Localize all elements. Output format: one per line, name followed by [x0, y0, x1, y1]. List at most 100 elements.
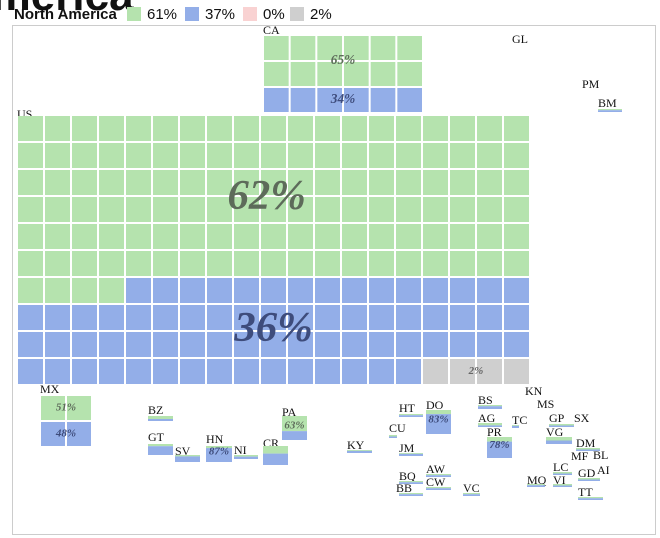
waffle-cell [396, 305, 421, 330]
waffle-cell [264, 88, 289, 112]
waffle-cell [315, 305, 340, 330]
waffle-cell [153, 305, 178, 330]
block-segment [399, 453, 423, 454]
waffle-cell [288, 278, 313, 303]
waffle-cell [396, 332, 421, 357]
country-code: MQ [527, 473, 547, 487]
country-code: GD [578, 466, 596, 480]
block-segment [553, 473, 572, 475]
block-segment [399, 415, 423, 417]
country-code: MS [537, 397, 554, 411]
waffle-cell [369, 332, 394, 357]
waffle-cell [99, 116, 124, 141]
waffle-cell [72, 116, 97, 141]
waffle-cell [477, 170, 502, 195]
waffle-cell [397, 36, 422, 60]
country-code: GL [512, 32, 528, 46]
country-code: VG [546, 425, 564, 439]
block-segment [399, 453, 423, 456]
waffle-cell [180, 143, 205, 168]
waffle-cell [369, 116, 394, 141]
waffle-cell [450, 332, 475, 357]
waffle-cell [207, 359, 232, 384]
legend-label: 37% [205, 6, 235, 23]
waffle-cell [342, 359, 367, 384]
block-segment [578, 498, 603, 500]
waffle-cell [423, 224, 448, 249]
waffle-cell [423, 116, 448, 141]
waffle-cell [396, 278, 421, 303]
block-segment [546, 437, 572, 441]
country-code: CW [426, 475, 446, 489]
waffle-cell [45, 278, 70, 303]
block-segment [578, 478, 600, 480]
waffle-cell [99, 224, 124, 249]
block-segment [576, 449, 600, 451]
country-code: AG [478, 411, 496, 425]
country-code: JM [399, 441, 415, 455]
block-segment [399, 494, 423, 496]
waffle-cell [317, 36, 342, 60]
country-code: MF [571, 449, 589, 463]
waffle-cell [153, 278, 178, 303]
value-label: 65% [331, 52, 355, 67]
waffle-cell [288, 143, 313, 168]
country-code: CA [263, 23, 280, 37]
waffle-cell [315, 116, 340, 141]
block-segment [399, 414, 423, 416]
block-segment [553, 484, 572, 486]
country-code: VI [553, 473, 566, 487]
country-code: HT [399, 401, 416, 415]
waffle-cell [261, 359, 286, 384]
waffle-cell [18, 305, 43, 330]
block-segment [282, 431, 307, 440]
waffle-cell [207, 224, 232, 249]
waffle-cell [397, 62, 422, 86]
waffle-cell [370, 62, 396, 86]
waffle-cell [18, 170, 43, 195]
waffle-cell [45, 143, 70, 168]
waffle-cell [261, 251, 286, 276]
value-label: 2% [468, 365, 484, 377]
waffle-cell [153, 251, 178, 276]
waffle-cell [72, 170, 97, 195]
waffle-cell [261, 305, 286, 330]
waffle-cell [234, 197, 259, 222]
waffle-cell [99, 143, 124, 168]
country-code: HN [206, 432, 224, 446]
block-segment [598, 110, 622, 112]
waffle-cell [450, 116, 475, 141]
waffle-cell [477, 332, 502, 357]
waffle-cell [315, 143, 340, 168]
waffle-cell [290, 88, 316, 112]
country-code: GT [148, 430, 165, 444]
waffle-cell [180, 332, 205, 357]
waffle-cell [423, 332, 448, 357]
waffle-cell [315, 197, 340, 222]
value-label: 48% [55, 428, 76, 440]
value-label: 51% [56, 402, 76, 414]
waffle-cell [99, 251, 124, 276]
waffle-cell [317, 62, 342, 86]
legend-label: 0% [263, 6, 285, 23]
waffle-cell [450, 278, 475, 303]
waffle-cell [153, 224, 178, 249]
waffle-cell [153, 170, 178, 195]
waffle-cell [396, 143, 421, 168]
waffle-cell [288, 251, 313, 276]
country-code: TC [512, 413, 527, 427]
block-segment [478, 425, 502, 427]
waffle-cell [477, 224, 502, 249]
waffle-cell [344, 88, 369, 112]
block-segment [426, 488, 451, 490]
waffle-cell [342, 332, 367, 357]
waffle-cell [207, 170, 232, 195]
block-segment [206, 446, 232, 449]
waffle-cell [477, 359, 502, 384]
legend-swatch [127, 7, 141, 21]
block-segment [578, 479, 600, 481]
waffle-cell [396, 224, 421, 249]
waffle-cell [45, 359, 70, 384]
waffle-cell [450, 197, 475, 222]
waffle-cell [207, 332, 232, 357]
